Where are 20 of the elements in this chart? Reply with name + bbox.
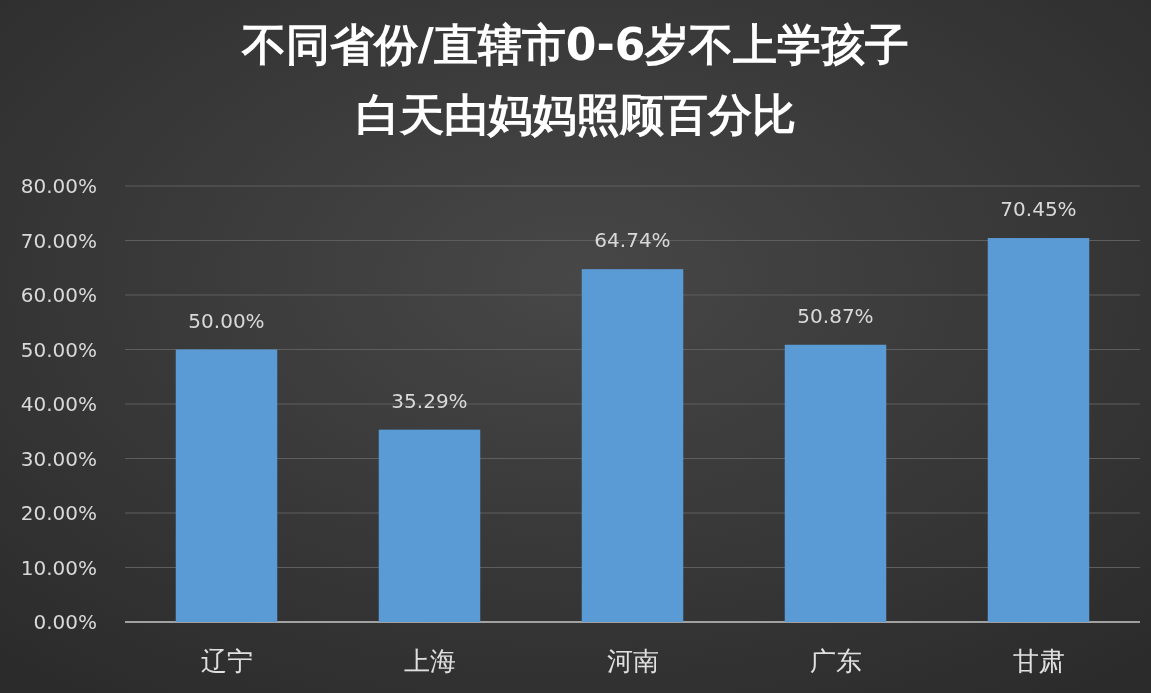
data-label: 70.45% [1000,197,1077,222]
data-label: 35.29% [391,388,468,413]
x-tick-label: 上海 [403,646,456,676]
data-label: 64.74% [594,228,671,253]
y-tick-label: 80.00% [20,174,97,198]
chart-title: 不同省份/直辖市0-6岁不上学孩子白天由妈妈照顾百分比 [240,19,910,140]
y-tick-label: 70.00% [20,228,97,253]
y-tick-label: 20.00% [20,501,97,525]
data-label: 50.00% [188,308,265,333]
x-tick-label: 河南 [606,646,659,676]
x-tick-label: 广东 [809,646,862,676]
y-tick-label: 40.00% [20,392,97,416]
x-tick-label: 辽宁 [200,646,253,676]
x-tick-label: 甘肃 [1012,646,1065,676]
y-tick-label: 0.00% [33,610,97,634]
y-tick-label: 10.00% [20,555,97,580]
data-label: 50.87% [797,303,874,328]
y-tick-label: 60.00% [20,283,97,307]
y-tick-label: 30.00% [20,446,97,471]
y-tick-label: 50.00% [20,337,97,362]
